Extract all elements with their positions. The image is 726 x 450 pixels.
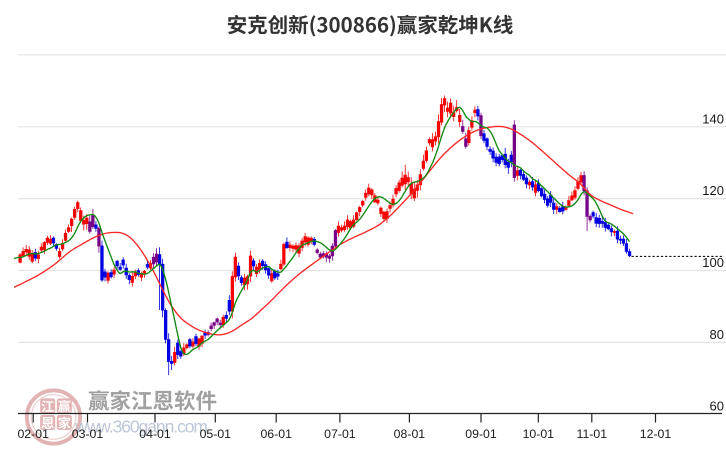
svg-text:12-01: 12-01	[640, 427, 672, 441]
svg-text:03-01: 03-01	[72, 427, 104, 441]
svg-text:09-01: 09-01	[465, 427, 497, 441]
svg-text:05-01: 05-01	[200, 427, 232, 441]
svg-text:02-01: 02-01	[17, 427, 49, 441]
svg-text:07-01: 07-01	[324, 427, 356, 441]
svg-text:10-01: 10-01	[523, 427, 555, 441]
svg-text:60: 60	[710, 399, 724, 414]
svg-text:120: 120	[702, 183, 724, 198]
svg-text:04-01: 04-01	[139, 427, 171, 441]
svg-text:11-01: 11-01	[577, 427, 608, 441]
svg-text:140: 140	[702, 111, 724, 126]
svg-text:100: 100	[702, 255, 724, 270]
svg-text:www.360gann.com: www.360gann.com	[74, 417, 208, 437]
svg-text:08-01: 08-01	[394, 427, 426, 441]
svg-text:06-01: 06-01	[260, 427, 292, 441]
svg-text:80: 80	[710, 327, 724, 342]
